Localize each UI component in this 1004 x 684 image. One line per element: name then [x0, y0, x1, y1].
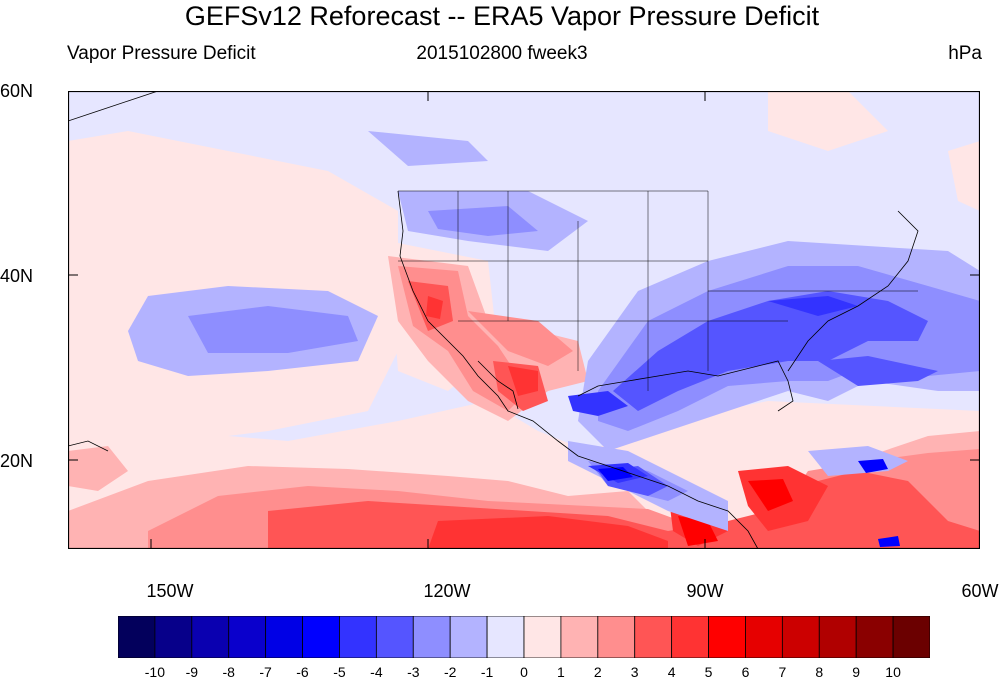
coastlines	[68, 91, 919, 549]
colorbar-box	[597, 616, 636, 658]
colorbar-tick-label: -3	[407, 664, 420, 680]
colorbar-tick-label: -1	[480, 664, 494, 680]
colorbar-box	[708, 616, 746, 658]
colorbar-tick-label: -2	[443, 664, 457, 680]
colorbar-box	[523, 616, 562, 658]
colorbar-box	[634, 616, 673, 658]
colorbar-box	[375, 616, 414, 658]
colorbar-tick-label: 10	[885, 664, 901, 680]
lon-label-120w: 120W	[423, 581, 471, 601]
date-label: 2015102800 fweek3	[416, 43, 588, 64]
darkest-blue-regions	[598, 459, 900, 547]
colorbar-box	[449, 616, 488, 658]
colorbar-tick-label: 3	[630, 664, 639, 680]
colorbar-tick-label: 4	[667, 664, 676, 680]
colorbar-tick-label: 7	[778, 664, 787, 680]
colorbar	[118, 616, 930, 658]
colorbar-tick-label: 6	[741, 664, 750, 680]
colorbar-box	[818, 616, 857, 658]
colorbar-tick-label: 9	[852, 664, 861, 680]
units-label: hPa	[948, 43, 982, 64]
lat-label-40n: 40N	[0, 266, 34, 286]
colorbar-tick-label: -8	[222, 664, 235, 680]
colorbar-tick-label: 2	[593, 664, 602, 680]
lat-label-60n: 60N	[0, 81, 34, 101]
lon-label-90w: 90W	[686, 581, 724, 601]
state-borders	[398, 190, 918, 391]
lon-label-150w: 150W	[146, 581, 194, 601]
colorbar-box	[118, 616, 156, 658]
colorbar-box	[892, 616, 930, 658]
colorbar-tick-label: -5	[333, 664, 346, 680]
colorbar-box	[265, 616, 303, 658]
colorbar-box	[745, 616, 783, 658]
colorbar-tick-label: -4	[370, 664, 383, 680]
colorbar-box	[855, 616, 894, 658]
colorbar-box	[671, 616, 709, 658]
variable-label: Vapor Pressure Deficit	[67, 43, 256, 64]
colorbar-tick-label: -7	[259, 664, 272, 680]
colorbar-box	[154, 616, 193, 658]
colorbar-box	[412, 616, 451, 658]
map-frame	[68, 91, 980, 549]
vpd-map	[68, 91, 980, 549]
lon-label-60w: 60W	[961, 581, 999, 601]
colorbar-tick-label: -9	[185, 664, 199, 680]
colorbar-tick-label: 5	[704, 664, 713, 680]
colorbar-tick-label: 1	[556, 664, 565, 680]
colorbar-box	[339, 616, 377, 658]
colorbar-box	[486, 616, 525, 658]
colorbar-box	[560, 616, 599, 658]
colorbar-tick-label: 8	[815, 664, 824, 680]
colorbar-box	[302, 616, 340, 658]
colorbar-tick-label: 0	[520, 664, 528, 680]
map-title: GEFSv12 Reforecast -- ERA5 Vapor Pressur…	[184, 1, 820, 31]
colorbar-box	[228, 616, 267, 658]
colorbar-tick-label: -6	[296, 664, 309, 680]
colorbar-box	[781, 616, 820, 658]
axis-ticks	[68, 91, 980, 549]
colorbar-box	[191, 616, 230, 658]
colorbar-tick-label: -10	[144, 664, 166, 680]
lat-label-20n: 20N	[0, 451, 34, 471]
